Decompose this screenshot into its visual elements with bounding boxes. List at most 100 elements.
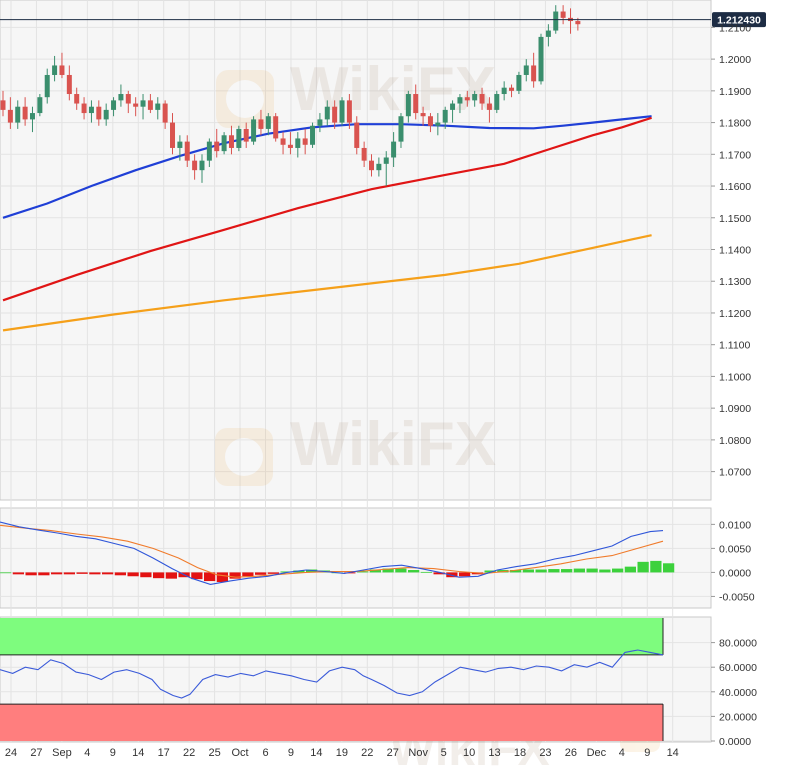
price-tick-label: 1.2000 <box>719 54 751 66</box>
candle-body <box>509 87 515 91</box>
macd-histogram-bar <box>204 572 216 582</box>
macd-line <box>0 521 664 585</box>
macd-histogram-bar <box>76 572 88 574</box>
candle-body <box>243 128 249 142</box>
macd-histogram-bar <box>612 568 624 573</box>
date-axis: 24 27 Sep 4 9 14 17 22 25 Oct 6 9 14 19 22 27 Nov 5 10 13 18… <box>5 747 679 759</box>
ma_orange-moving-average <box>2 234 652 332</box>
macd-histogram-bar <box>548 569 560 573</box>
price-tick-label: 1.1400 <box>719 245 751 257</box>
date-tick-label: 27 <box>30 747 42 759</box>
rsi-tick-label: 80.0000 <box>719 638 757 650</box>
date-tick-label: 19 <box>336 747 348 759</box>
candle-body <box>420 113 426 117</box>
date-tick-label: Oct <box>231 747 248 759</box>
macd-axis: 0.0100 0.0050 0.0000 -0.0050 <box>711 519 755 603</box>
macd-signal-line <box>0 524 664 578</box>
price-tick-label: 1.1200 <box>719 308 751 320</box>
candle-body <box>66 74 72 95</box>
price-tick-label: 1.0900 <box>719 403 751 415</box>
svg-text:1.212430: 1.212430 <box>717 15 761 27</box>
candle-body <box>354 122 360 148</box>
candles <box>0 5 581 187</box>
date-tick-label: 6 <box>262 747 268 759</box>
candle-body <box>265 116 271 129</box>
candle-body <box>15 106 21 123</box>
candle-body <box>560 11 566 18</box>
candle-body <box>258 119 264 129</box>
candle-body <box>140 100 146 107</box>
macd-histogram-bar <box>433 572 445 575</box>
candle-body <box>103 109 109 120</box>
candle-body <box>147 100 153 110</box>
date-tick-label: 22 <box>361 747 373 759</box>
macd-histogram-bar <box>561 569 573 573</box>
date-tick-label: 5 <box>441 747 447 759</box>
macd-histogram-bar <box>38 572 50 576</box>
macd-histogram-bar <box>395 568 407 573</box>
candle-body <box>44 74 50 98</box>
candle-body <box>184 141 190 161</box>
candle-body <box>206 141 212 161</box>
watermark-middle: WikiFX <box>215 410 496 486</box>
candle-body <box>7 109 13 123</box>
rsi-overbought-zone <box>0 618 663 655</box>
candle-body <box>310 125 316 145</box>
candle-body <box>22 106 28 120</box>
candle-body <box>413 94 419 114</box>
candle-body <box>133 103 139 107</box>
candle-body <box>302 138 308 145</box>
candle-body <box>516 74 522 91</box>
macd-histogram-bar <box>624 566 636 573</box>
candle-body <box>464 97 470 101</box>
candle-body <box>125 94 131 104</box>
candle-body <box>339 100 345 123</box>
candle-body <box>228 135 234 148</box>
price-tick-label: 1.0700 <box>719 467 751 479</box>
rsi-tick-label: 20.0000 <box>719 711 757 723</box>
candle-body <box>450 103 456 110</box>
price-tick-label: 1.1100 <box>719 340 750 352</box>
candle-body <box>523 65 529 75</box>
candle-body <box>88 106 94 114</box>
candle-body <box>376 163 382 171</box>
candle-body <box>531 65 537 82</box>
date-tick-label: 13 <box>488 747 500 759</box>
date-tick-label: 18 <box>514 747 526 759</box>
candle-body <box>435 122 441 126</box>
macd-histogram-bar <box>12 572 24 575</box>
rsi-oversold-zone <box>0 704 663 741</box>
candle-body <box>346 100 352 123</box>
date-tick-label: 24 <box>5 747 17 759</box>
macd-histogram-bar <box>637 561 649 573</box>
date-tick-label: 14 <box>132 747 144 759</box>
candle-body <box>52 65 58 75</box>
date-tick-label: 9 <box>288 747 294 759</box>
date-tick-label: 22 <box>183 747 195 759</box>
candle-body <box>295 138 301 148</box>
svg-text:WikiFX: WikiFX <box>290 55 496 124</box>
price-tick-label: 1.1500 <box>719 213 751 225</box>
macd-histogram-bar <box>267 572 279 574</box>
date-tick-label: 14 <box>667 747 679 759</box>
macd-histogram-bar <box>382 568 394 573</box>
macd-histogram-bar <box>0 572 12 574</box>
candle-body <box>486 103 492 110</box>
candle-body <box>405 94 411 117</box>
date-tick-label: Sep <box>52 747 72 759</box>
macd-tick-label: 0.0000 <box>719 567 751 579</box>
candle-body <box>170 122 176 148</box>
ma_red-moving-average <box>2 116 652 302</box>
macd-histogram-bar <box>216 572 228 583</box>
candle-body <box>545 30 551 37</box>
candle-body <box>383 157 389 164</box>
candle-body <box>59 65 65 75</box>
macd-histogram-bar <box>229 572 241 579</box>
macd-histogram-bar <box>663 563 675 573</box>
macd-histogram-bar <box>522 569 534 573</box>
candle-body <box>398 116 404 142</box>
macd-histogram-bar <box>446 572 458 578</box>
date-tick-label: Nov <box>408 747 428 759</box>
candle-body <box>472 94 478 101</box>
date-tick-label: 10 <box>463 747 475 759</box>
